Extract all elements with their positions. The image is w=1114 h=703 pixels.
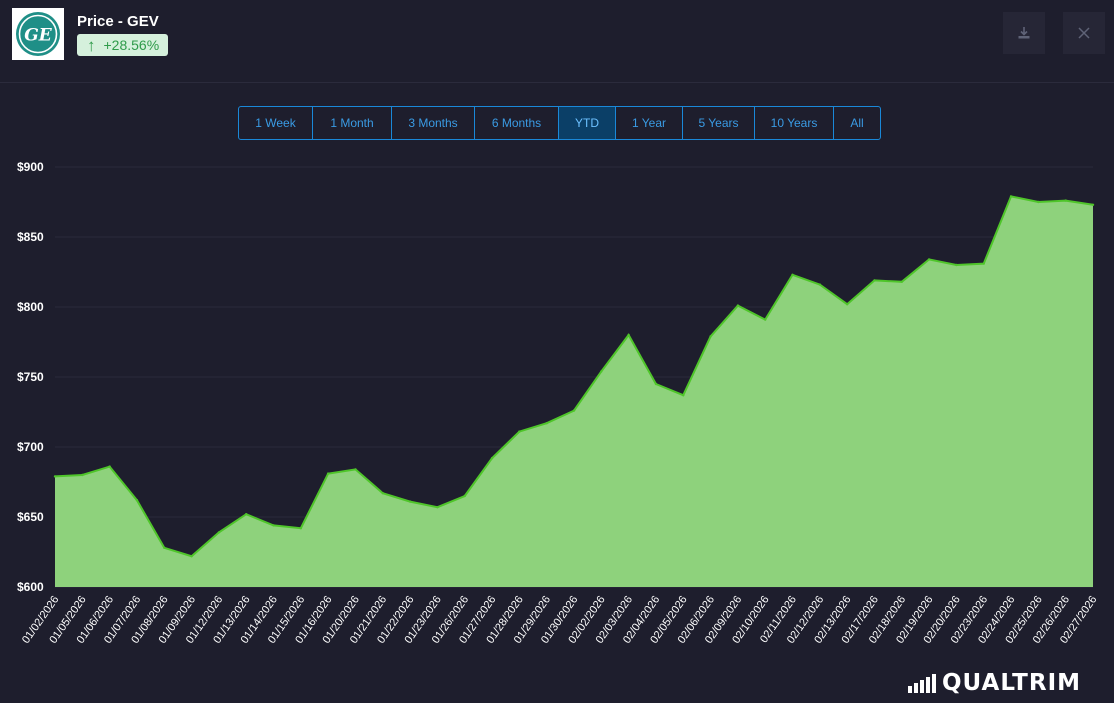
brand-bars-icon	[908, 673, 936, 693]
range-1-week[interactable]: 1 Week	[239, 107, 313, 139]
data-point	[272, 524, 275, 527]
close-icon	[1078, 27, 1090, 39]
data-point	[135, 499, 139, 502]
data-point	[1037, 200, 1040, 204]
data-point	[217, 531, 221, 534]
data-point	[791, 273, 794, 276]
data-point	[572, 409, 576, 412]
download-button[interactable]	[1003, 12, 1045, 54]
range-5-years[interactable]: 5 Years	[683, 107, 755, 139]
data-point	[108, 465, 111, 468]
data-point	[381, 492, 384, 495]
company-logo: GE	[12, 8, 64, 60]
data-point	[600, 370, 603, 373]
data-point	[436, 506, 439, 509]
data-point	[627, 333, 630, 337]
data-point	[1064, 199, 1067, 202]
close-button[interactable]	[1063, 12, 1105, 54]
data-point	[81, 473, 84, 477]
data-point	[490, 457, 494, 460]
data-point	[53, 475, 57, 478]
header: GE Price - GEV ↑ +28.56%	[0, 0, 1114, 83]
data-point	[408, 500, 412, 503]
change-value: +28.56%	[103, 37, 160, 53]
range-1-month[interactable]: 1 Month	[313, 107, 392, 139]
data-point	[873, 279, 876, 282]
y-tick-label: $650	[17, 510, 44, 524]
data-point	[545, 422, 548, 425]
ge-logo-icon: GE	[16, 12, 60, 56]
range-ytd[interactable]: YTD	[559, 107, 616, 139]
data-point	[818, 283, 822, 286]
data-point	[982, 262, 985, 265]
data-point	[1091, 203, 1095, 206]
data-point	[463, 494, 466, 498]
brand-watermark: QUALTRIM	[908, 670, 1081, 696]
range-10-years[interactable]: 10 Years	[755, 107, 834, 139]
download-icon	[1018, 27, 1030, 39]
range-selector: 1 Week 1 Month 3 Months 6 Months YTD 1 Y…	[238, 106, 881, 140]
range-all[interactable]: All	[850, 116, 864, 130]
data-point	[709, 335, 712, 338]
data-point	[927, 258, 931, 261]
price-area	[55, 196, 1093, 587]
range-1-year[interactable]: 1 Year	[616, 107, 683, 139]
y-tick-label: $850	[17, 230, 44, 244]
data-point	[736, 304, 740, 307]
y-tick-label: $700	[17, 440, 44, 454]
data-point	[245, 513, 248, 516]
data-point	[163, 546, 166, 549]
range-3-months[interactable]: 3 Months	[392, 107, 475, 139]
data-point	[190, 555, 193, 558]
range-6-months[interactable]: 6 Months	[475, 107, 559, 139]
data-point	[764, 318, 767, 321]
y-tick-label: $600	[17, 580, 44, 594]
data-point	[299, 527, 303, 530]
logo-text: GE	[24, 26, 53, 46]
arrow-up-icon: ↑	[87, 35, 96, 55]
data-point	[845, 303, 849, 306]
data-point	[682, 394, 685, 397]
data-point	[900, 280, 903, 283]
data-point	[326, 472, 330, 475]
y-tick-label: $900	[17, 160, 44, 174]
data-point	[1009, 195, 1013, 198]
page-title: Price - GEV	[77, 13, 159, 30]
brand-name: QUALTRIM	[942, 670, 1082, 696]
change-badge: ↑ +28.56%	[77, 34, 169, 56]
data-point	[955, 263, 958, 267]
y-tick-label: $800	[17, 300, 44, 314]
data-point	[654, 382, 658, 386]
y-tick-label: $750	[17, 370, 44, 384]
data-point	[354, 468, 357, 471]
data-point	[518, 430, 521, 433]
